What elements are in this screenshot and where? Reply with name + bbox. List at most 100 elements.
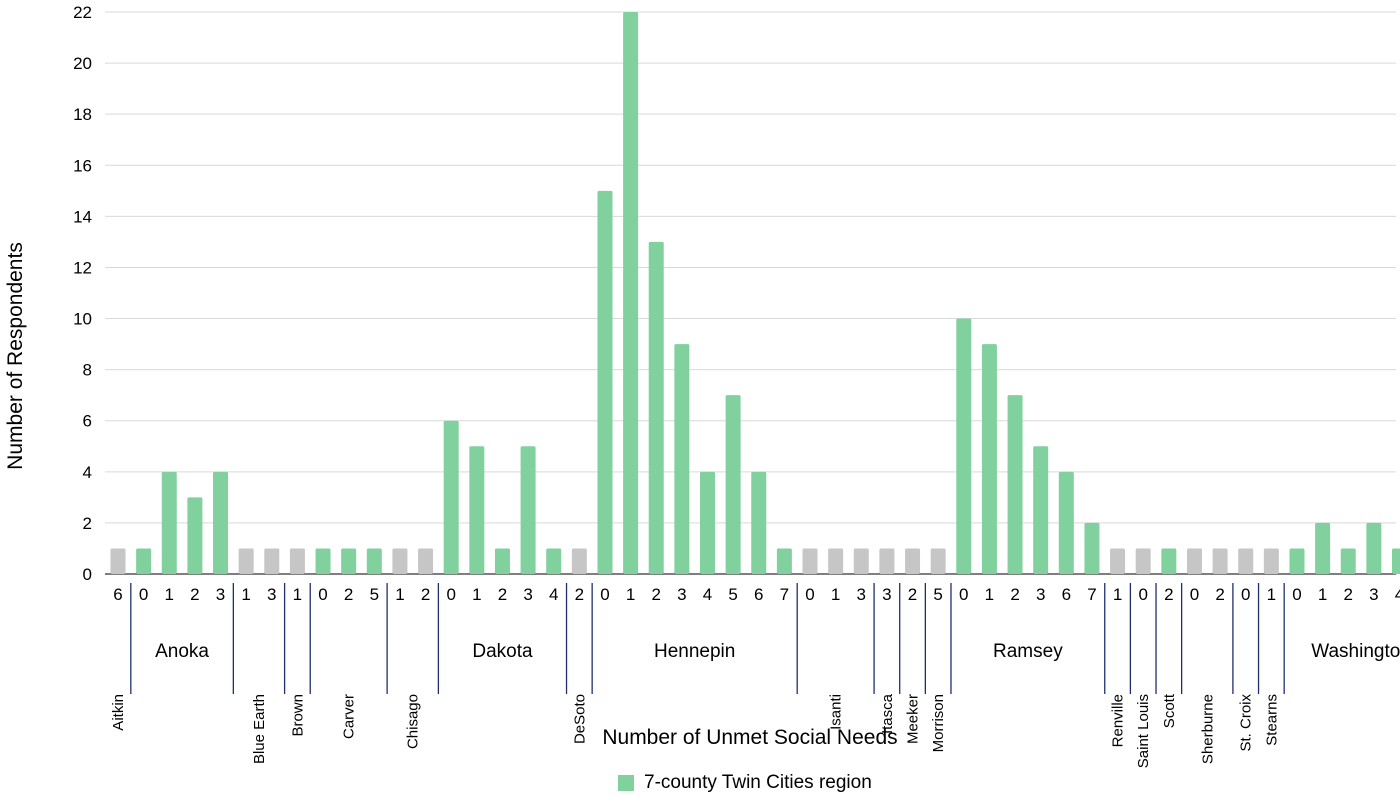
county-label-blue-earth: Blue Earth (251, 694, 268, 764)
county-label-st-croix: St. Croix (1238, 694, 1255, 752)
y-tick-label: 20 (73, 54, 92, 73)
bar-desoto-2 (571, 548, 587, 574)
county-label-meeker: Meeker (905, 694, 922, 744)
bar-blue-earth-1 (238, 548, 254, 574)
x-tick-label: 7 (780, 585, 789, 604)
x-tick-label: 4 (703, 585, 712, 604)
bar-meeker-2 (905, 548, 921, 574)
x-tick-label: 5 (728, 585, 737, 604)
bar-carver-2 (341, 548, 357, 574)
y-tick-label: 4 (83, 463, 92, 482)
x-tick-label: 2 (575, 585, 584, 604)
bar-ramsey-2 (1007, 395, 1023, 574)
y-tick-label: 16 (73, 156, 92, 175)
x-tick-label: 1 (831, 585, 840, 604)
x-tick-label: 1 (395, 585, 404, 604)
x-tick-label: 2 (344, 585, 353, 604)
bar-renville-1 (1110, 548, 1126, 574)
x-tick-label: 2 (651, 585, 660, 604)
bar-washington-3 (1366, 522, 1382, 574)
bar-brown-1 (289, 548, 305, 574)
legend: 7-county Twin Cities region (618, 772, 872, 794)
county-label-itasca: Itasca (879, 693, 896, 734)
county-label-desoto: DeSoto (571, 694, 588, 744)
bar-washington-4 (1392, 548, 1400, 574)
bar-hennepin-2 (648, 241, 664, 574)
bar-anoka-3 (213, 471, 229, 574)
x-tick-label: 0 (1190, 585, 1199, 604)
bar-sherburne-0 (1186, 548, 1202, 574)
x-tick-label: 0 (318, 585, 327, 604)
legend-swatch (618, 775, 634, 791)
x-tick-label: 4 (549, 585, 558, 604)
bar-hennepin-5 (725, 395, 741, 574)
x-tick-label: 0 (1138, 585, 1147, 604)
county-label-brown: Brown (289, 694, 306, 737)
county-label-washington: Washington (1311, 641, 1400, 662)
x-tick-label: 0 (1292, 585, 1301, 604)
bar-anoka-1 (161, 471, 177, 574)
county-label-chisago: Chisago (405, 694, 422, 749)
bar-dakota-0 (443, 420, 459, 574)
x-tick-label: 1 (626, 585, 635, 604)
bar-hennepin-1 (623, 12, 639, 574)
x-tick-label: 1 (472, 585, 481, 604)
bar-hennepin-6 (751, 471, 767, 574)
bar-anoka-0 (136, 548, 152, 574)
bar-hennepin-3 (674, 344, 690, 574)
bar-scott-2 (1161, 548, 1177, 574)
bar-isanti-1 (828, 548, 844, 574)
x-tick-label: 2 (421, 585, 430, 604)
bar-dakota-3 (520, 446, 536, 574)
x-tick-label: 2 (1010, 585, 1019, 604)
bar-ramsey-6 (1058, 471, 1074, 574)
bar-isanti-3 (853, 548, 869, 574)
county-label-dakota: Dakota (472, 641, 533, 662)
y-tick-label: 2 (83, 514, 92, 533)
x-tick-label: 1 (293, 585, 302, 604)
gridlines (105, 11, 1396, 575)
county-label-carver: Carver (341, 694, 358, 739)
x-tick-label: 1 (985, 585, 994, 604)
x-tick-label: 0 (805, 585, 814, 604)
x-tick-label: 1 (1318, 585, 1327, 604)
x-axis-title: Number of Unmet Social Needs (602, 726, 897, 749)
x-tick-label: 3 (857, 585, 866, 604)
bar-chisago-2 (418, 548, 434, 574)
y-tick-label: 10 (73, 310, 92, 329)
x-tick-label: 3 (267, 585, 276, 604)
x-tick-label: 0 (446, 585, 455, 604)
x-tick-label: 1 (1267, 585, 1276, 604)
x-tick-label: 5 (933, 585, 942, 604)
county-label-sherburne: Sherburne (1199, 694, 1216, 764)
bar-hennepin-7 (776, 548, 792, 574)
bar-ramsey-1 (981, 344, 997, 574)
bar-ramsey-0 (956, 318, 972, 574)
county-label-scott: Scott (1161, 693, 1178, 728)
bar-chisago-1 (392, 548, 408, 574)
bar-washington-0 (1289, 548, 1305, 574)
county-labels: Aitkin Anoka Blue Earth Brown Carver Chisago D… (110, 641, 1400, 768)
x-tick-label: 4 (1395, 585, 1400, 604)
x-tick-label: 6 (113, 585, 122, 604)
bar-aitkin-6 (110, 548, 126, 574)
county-label-isanti: Isanti (828, 694, 845, 730)
county-label-stearns: Stearns (1263, 694, 1280, 746)
bar-stearns-1 (1263, 548, 1279, 574)
x-tick-label: 3 (216, 585, 225, 604)
x-tick-label: 2 (908, 585, 917, 604)
bar-washington-2 (1340, 548, 1356, 574)
x-tick-label: 0 (600, 585, 609, 604)
y-tick-label: 12 (73, 258, 92, 277)
x-tick-label: 3 (882, 585, 891, 604)
bar-ramsey-7 (1084, 522, 1100, 574)
x-tick-label: 2 (1215, 585, 1224, 604)
x-tick-label: 6 (1062, 585, 1071, 604)
x-tick-label: 1 (1113, 585, 1122, 604)
x-tick-label: 0 (959, 585, 968, 604)
county-label-hennepin: Hennepin (654, 641, 735, 662)
x-tick-label: 3 (1369, 585, 1378, 604)
bar-anoka-2 (187, 497, 203, 574)
bar-carver-5 (366, 548, 382, 574)
